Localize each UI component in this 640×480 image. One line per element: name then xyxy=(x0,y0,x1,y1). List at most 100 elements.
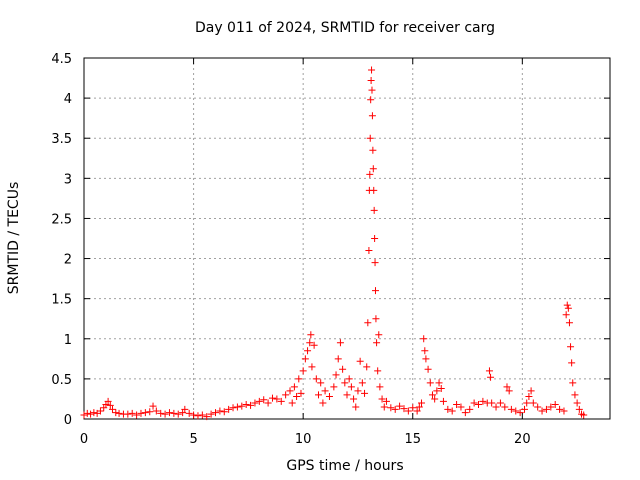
data-point xyxy=(87,410,95,418)
y-tick-labels: 0 0.5 1 1.5 2 2.5 3 3.5 4 4.5 xyxy=(51,52,72,428)
data-point xyxy=(80,411,88,419)
data-point xyxy=(580,411,588,419)
data-point xyxy=(560,407,568,415)
data-point xyxy=(573,399,581,407)
data-point xyxy=(366,170,374,178)
data-point xyxy=(124,410,132,418)
data-point xyxy=(220,408,228,416)
data-point xyxy=(378,395,386,403)
data-point xyxy=(453,401,461,409)
data-point xyxy=(225,405,233,413)
data-point xyxy=(308,363,316,371)
data-point xyxy=(404,407,412,415)
data-point xyxy=(571,391,579,399)
data-point xyxy=(268,394,276,402)
data-point xyxy=(373,339,381,347)
data-point xyxy=(363,363,371,371)
data-point xyxy=(382,397,390,405)
grid-lines xyxy=(84,58,610,419)
data-point xyxy=(83,409,91,417)
data-points xyxy=(80,66,588,421)
data-point xyxy=(368,112,376,120)
data-point xyxy=(133,411,141,419)
data-point xyxy=(422,355,430,363)
data-point xyxy=(106,401,114,409)
data-point xyxy=(367,76,375,84)
data-point xyxy=(319,399,327,407)
data-point xyxy=(255,397,263,405)
data-point xyxy=(505,387,513,395)
data-point xyxy=(575,405,583,413)
data-point xyxy=(345,375,353,383)
data-point xyxy=(435,379,443,387)
data-point xyxy=(112,409,120,417)
x-tick-label: 10 xyxy=(295,432,312,447)
data-point xyxy=(233,403,241,411)
data-point xyxy=(371,259,379,267)
data-point xyxy=(479,397,487,405)
data-point xyxy=(437,385,445,393)
data-point xyxy=(551,401,559,409)
y-tick-label: 0 xyxy=(64,413,72,428)
data-point xyxy=(556,405,564,413)
data-point xyxy=(96,407,104,415)
data-point xyxy=(152,407,160,415)
data-point xyxy=(448,407,456,415)
data-point xyxy=(165,409,173,417)
y-tick-label: 4.5 xyxy=(51,52,72,67)
data-point xyxy=(347,383,355,391)
axis-ticks xyxy=(83,57,610,420)
data-point xyxy=(310,341,318,349)
data-point xyxy=(512,407,520,415)
data-point xyxy=(264,399,272,407)
data-point xyxy=(400,405,408,413)
data-point xyxy=(115,409,123,417)
data-point xyxy=(336,339,344,347)
data-point xyxy=(368,86,376,94)
data-point xyxy=(564,304,572,312)
data-point xyxy=(421,347,429,355)
data-point xyxy=(174,410,182,418)
data-point xyxy=(569,379,577,387)
data-point xyxy=(297,389,305,397)
data-point xyxy=(487,373,495,381)
data-point xyxy=(146,408,154,416)
data-point xyxy=(194,412,202,420)
y-tick-label: 3.5 xyxy=(51,132,72,147)
data-point xyxy=(380,403,388,411)
data-point xyxy=(343,391,351,399)
data-point xyxy=(485,367,493,375)
data-point xyxy=(364,319,372,327)
y-tick-label: 1 xyxy=(64,333,72,348)
data-point xyxy=(330,383,338,391)
data-point xyxy=(161,410,169,418)
data-point xyxy=(523,399,531,407)
data-point xyxy=(286,387,294,395)
data-point xyxy=(273,395,281,403)
data-point xyxy=(444,405,452,413)
data-point xyxy=(332,371,340,379)
data-point xyxy=(565,319,573,327)
data-point xyxy=(315,391,323,399)
x-axis-label: GPS time / hours xyxy=(286,458,403,474)
x-tick-label: 0 xyxy=(80,432,88,447)
data-point xyxy=(301,355,309,363)
data-point xyxy=(521,405,529,413)
x-tick-label: 20 xyxy=(514,432,531,447)
data-point xyxy=(439,397,447,405)
data-point xyxy=(431,395,439,403)
data-point xyxy=(293,393,301,401)
data-point xyxy=(567,343,575,351)
data-point xyxy=(339,365,347,373)
data-point xyxy=(157,409,165,417)
data-point xyxy=(306,339,314,347)
data-point xyxy=(260,396,268,404)
data-point xyxy=(350,395,358,403)
data-point xyxy=(466,405,474,413)
data-point xyxy=(492,403,500,411)
data-point xyxy=(304,347,312,355)
data-point xyxy=(387,404,395,412)
data-point xyxy=(358,379,366,387)
x-tick-labels: 0 5 10 15 20 xyxy=(80,432,531,447)
data-point xyxy=(370,186,378,194)
